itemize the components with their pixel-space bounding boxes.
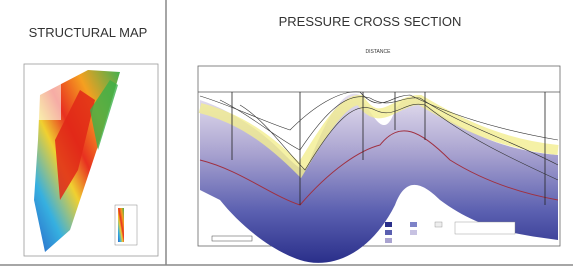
panel-title: PRESSURE CROSS SECTION	[279, 14, 462, 29]
structural-map	[24, 64, 158, 256]
screenshot: STRUCTURAL MAP PRESSURE CROSS SECTION DI…	[0, 0, 573, 279]
axis-label: DISTANCE	[366, 49, 392, 55]
cross-section	[198, 66, 560, 263]
panel-title: STRUCTURAL MAP	[29, 25, 148, 40]
